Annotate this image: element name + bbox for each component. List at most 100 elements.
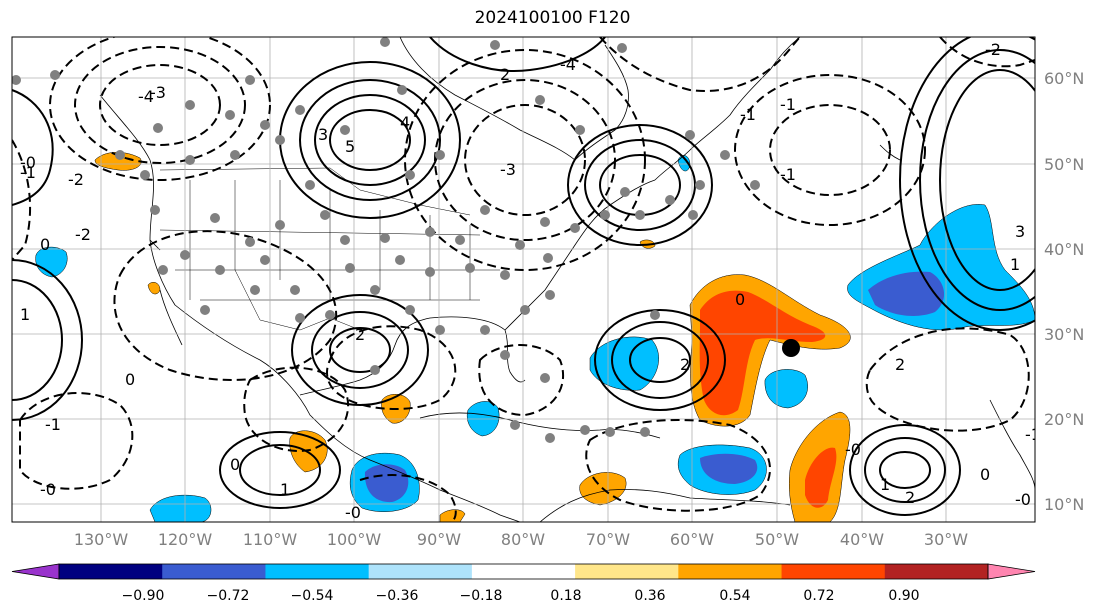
svg-text:2: 2 (500, 65, 510, 84)
us-state-borders (159, 167, 500, 331)
lon-label: 100°W (327, 530, 382, 549)
lat-label: 30°N (1044, 325, 1084, 344)
contour-labels: -4 -3 -2 -1 -0 0 1 2 3 4 5 -2 -3 -4 2 -1… (20, 40, 1041, 522)
svg-text:-2: -2 (985, 40, 1001, 59)
colorbar-extend-min (11, 563, 60, 580)
negative-anomaly-caribbean-core (700, 453, 758, 484)
positive-anomaly-atlantic-core (699, 290, 826, 416)
svg-text:-0: -0 (345, 503, 361, 522)
colorbar-tick: 0.18 (550, 588, 581, 604)
lon-label: 60°W (670, 530, 714, 549)
svg-text:1: 1 (1010, 255, 1020, 274)
lat-label: 50°N (1044, 155, 1084, 174)
lon-label: 70°W (586, 530, 630, 549)
colorbar-segment (781, 564, 886, 579)
storm-position-marker (782, 339, 800, 357)
svg-text:-0: -0 (845, 440, 861, 459)
negative-anomaly-pacific-core (364, 464, 409, 503)
svg-text:2: 2 (355, 325, 365, 344)
svg-text:0: 0 (125, 370, 135, 389)
lon-label: 120°W (158, 530, 213, 549)
svg-text:-1: -1 (20, 163, 36, 182)
lon-label: 110°W (243, 530, 298, 549)
svg-text:-1: -1 (1025, 425, 1041, 444)
svg-text:-2: -2 (68, 170, 84, 189)
positive-anomaly-africa-core (805, 447, 837, 508)
svg-text:-3: -3 (150, 83, 166, 102)
negative-anomaly-storm (764, 369, 808, 409)
svg-text:3: 3 (318, 125, 328, 144)
longitude-labels: 130°W 120°W 110°W 100°W 90°W 80°W 70°W 6… (74, 530, 968, 549)
svg-text:5: 5 (345, 137, 355, 156)
lon-label: 50°W (755, 530, 799, 549)
svg-text:0: 0 (40, 235, 50, 254)
contours-negative (12, 37, 1035, 522)
contours-positive (12, 37, 1035, 516)
lat-label: 60°N (1044, 69, 1084, 88)
svg-text:4: 4 (400, 113, 410, 132)
colorbar-tick: −0.36 (376, 588, 419, 604)
svg-text:2: 2 (905, 488, 915, 507)
colorbar-segment (884, 564, 989, 579)
svg-text:0: 0 (980, 465, 990, 484)
station-dots (12, 37, 760, 443)
svg-text:-0: -0 (1015, 490, 1031, 509)
coastlines (99, 37, 1035, 522)
svg-text:-4: -4 (560, 55, 576, 74)
colorbar-tick: −0.18 (460, 588, 503, 604)
lon-label: 30°W (924, 530, 968, 549)
colorbar-segment (59, 564, 163, 579)
svg-text:1: 1 (280, 480, 290, 499)
svg-text:-1: -1 (780, 165, 796, 184)
lon-label: 40°W (840, 530, 884, 549)
svg-text:-1: -1 (780, 95, 796, 114)
positive-anomaly-south-pacific-small (439, 509, 466, 522)
svg-text:3: 3 (1015, 222, 1025, 241)
shaded-anomalies (35, 152, 1035, 522)
colorbar-tick-labels: −0.90 −0.72 −0.54 −0.36 −0.18 0.18 0.36 … (122, 588, 920, 604)
svg-text:2: 2 (895, 355, 905, 374)
colorbar-segment (162, 564, 266, 579)
colorbar-segment (368, 564, 473, 579)
colorbar-segment (265, 564, 370, 579)
colorbar-tick: 0.36 (634, 588, 665, 604)
map-border (11, 36, 1036, 523)
colorbar-tick: 0.72 (803, 588, 834, 604)
lat-label: 10°N (1044, 495, 1084, 514)
positive-anomaly-bc (94, 152, 142, 171)
lat-label: 20°N (1044, 410, 1084, 429)
svg-text:-4: -4 (138, 87, 154, 106)
svg-text:0: 0 (230, 455, 240, 474)
colorbar (11, 563, 1036, 580)
colorbar-tick: −0.90 (122, 588, 165, 604)
colorbar-tick: −0.72 (207, 588, 250, 604)
latitude-labels: 60°N 50°N 40°N 30°N 20°N 10°N (1044, 69, 1084, 514)
lon-label: 80°W (501, 530, 545, 549)
svg-text:-1: -1 (45, 415, 61, 434)
colorbar-tick: 0.54 (719, 588, 750, 604)
negative-anomaly-east-atlantic-core (868, 271, 945, 316)
svg-text:2: 2 (680, 355, 690, 374)
colorbar-segment (678, 564, 783, 579)
svg-text:1: 1 (880, 475, 890, 494)
svg-text:-1: -1 (740, 105, 756, 124)
colorbar-tick: −0.54 (291, 588, 334, 604)
svg-text:-0: -0 (20, 153, 36, 172)
map-title: 2024100100 F120 (474, 8, 631, 28)
grid-lines (12, 37, 1035, 522)
svg-text:0: 0 (735, 290, 745, 309)
colorbar-border (58, 563, 989, 580)
colorbar-segment (471, 564, 576, 579)
negative-anomaly-south-pacific (149, 494, 212, 522)
colorbar-segment (575, 564, 679, 579)
svg-text:-0: -0 (40, 480, 56, 499)
svg-text:1: 1 (20, 305, 30, 324)
lat-label: 40°N (1044, 240, 1084, 259)
lon-label: 130°W (74, 530, 129, 549)
colorbar-tick: 0.90 (888, 588, 919, 604)
lon-label: 90°W (417, 530, 461, 549)
svg-text:-3: -3 (500, 160, 516, 179)
colorbar-extend-max (987, 563, 1036, 580)
svg-text:-2: -2 (75, 225, 91, 244)
